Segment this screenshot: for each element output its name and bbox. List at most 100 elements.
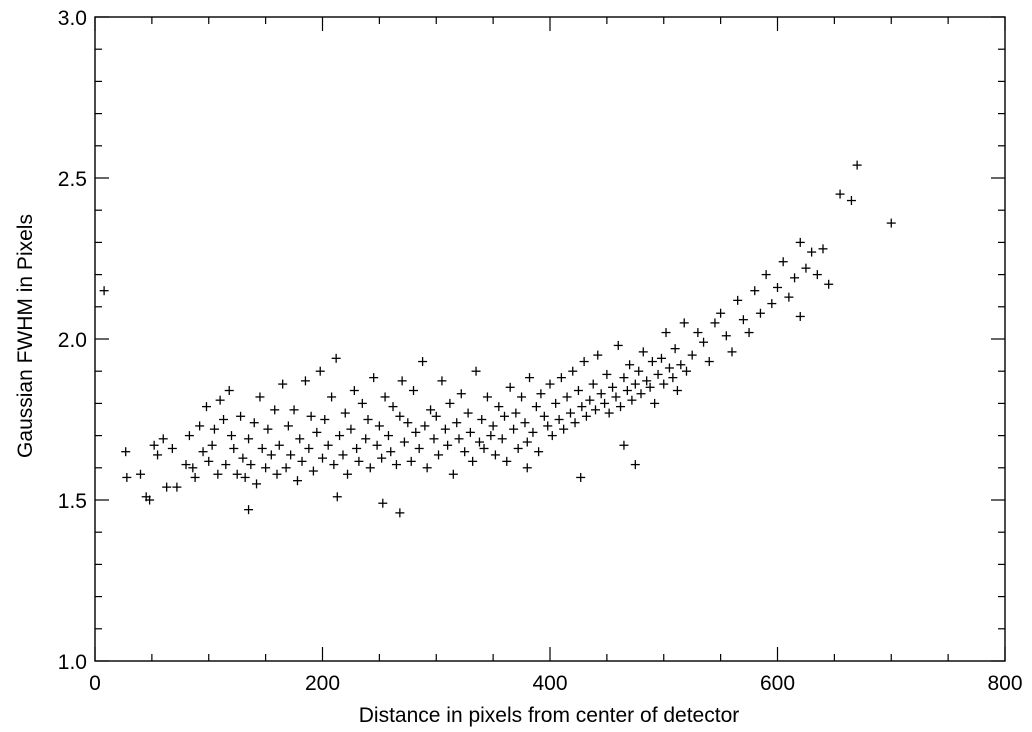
data-point (145, 495, 155, 505)
data-point (426, 405, 436, 415)
data-point (577, 402, 587, 412)
data-point (543, 421, 553, 431)
data-point (374, 421, 384, 431)
data-point (664, 363, 674, 373)
data-point (522, 463, 532, 473)
data-point (244, 505, 254, 515)
data-point (263, 424, 273, 434)
data-point (184, 431, 194, 441)
data-point (604, 408, 614, 418)
data-point (622, 386, 632, 396)
data-point (638, 347, 648, 357)
y-tick-label: 1.5 (58, 490, 87, 513)
data-point (414, 443, 424, 453)
data-point (801, 263, 811, 273)
data-point (463, 408, 473, 418)
data-point (121, 447, 131, 457)
data-point (281, 463, 291, 473)
data-point (625, 360, 635, 370)
data-point (323, 440, 333, 450)
data-point (588, 379, 598, 389)
data-point (153, 450, 163, 460)
data-point (608, 382, 618, 392)
data-point (244, 434, 254, 444)
data-point (300, 376, 310, 386)
data-point (704, 357, 714, 367)
data-point (272, 469, 282, 479)
data-point (465, 427, 475, 437)
data-point (733, 295, 743, 305)
data-point (653, 369, 663, 379)
data-point (659, 379, 669, 389)
data-point (807, 247, 817, 257)
data-point (238, 453, 248, 463)
y-tick-label: 3.0 (58, 7, 87, 30)
data-point (354, 456, 364, 466)
data-point (600, 398, 610, 408)
data-point (221, 460, 231, 470)
data-point (369, 373, 379, 383)
data-point (219, 415, 229, 424)
y-tick-labels: 1.0 1.5 2.0 2.5 3.0 (58, 7, 87, 674)
data-point (630, 379, 640, 389)
data-point (576, 472, 586, 482)
data-point (388, 402, 398, 412)
data-point (591, 405, 600, 415)
data-point (397, 376, 407, 386)
data-point (482, 392, 492, 402)
data-point (357, 398, 367, 408)
data-point (738, 315, 748, 325)
data-point (630, 460, 640, 470)
data-point (318, 453, 327, 463)
data-point (448, 469, 458, 479)
data-point (420, 421, 430, 431)
data-point (619, 373, 629, 383)
data-point (812, 270, 822, 280)
data-point (372, 440, 382, 450)
data-point (172, 482, 182, 492)
data-point (784, 292, 794, 302)
data-point (721, 331, 731, 341)
data-point (634, 366, 644, 376)
data-point (440, 424, 450, 434)
data-points (99, 160, 896, 518)
y-tick-label: 1.0 (58, 651, 87, 674)
data-point (378, 498, 388, 508)
data-point (710, 318, 720, 328)
data-point (562, 392, 572, 402)
data-point (335, 431, 345, 441)
data-point (536, 389, 546, 399)
data-point (232, 469, 242, 479)
data-point (767, 299, 777, 309)
data-point (201, 402, 211, 412)
data-point (229, 443, 239, 453)
x-tick-label: 400 (532, 672, 567, 695)
data-point (255, 392, 265, 402)
data-point (679, 318, 689, 328)
data-point (824, 279, 834, 289)
data-point (338, 450, 348, 460)
data-point (207, 440, 217, 450)
data-point (443, 440, 453, 450)
data-point (266, 450, 276, 460)
data-point (761, 270, 771, 280)
data-point (525, 373, 535, 383)
data-point (551, 398, 561, 408)
data-point (292, 476, 302, 486)
data-point (687, 350, 697, 360)
data-point (431, 411, 441, 421)
data-point (647, 357, 657, 367)
data-point (445, 398, 455, 408)
data-point (422, 463, 432, 473)
data-point (676, 360, 686, 370)
data-point (252, 479, 262, 489)
data-point (522, 437, 532, 447)
data-point (460, 447, 470, 457)
data-point (399, 437, 409, 447)
data-point (716, 308, 726, 318)
data-point (500, 411, 509, 421)
data-point (261, 463, 271, 473)
data-point (456, 389, 466, 399)
data-point (329, 460, 339, 470)
